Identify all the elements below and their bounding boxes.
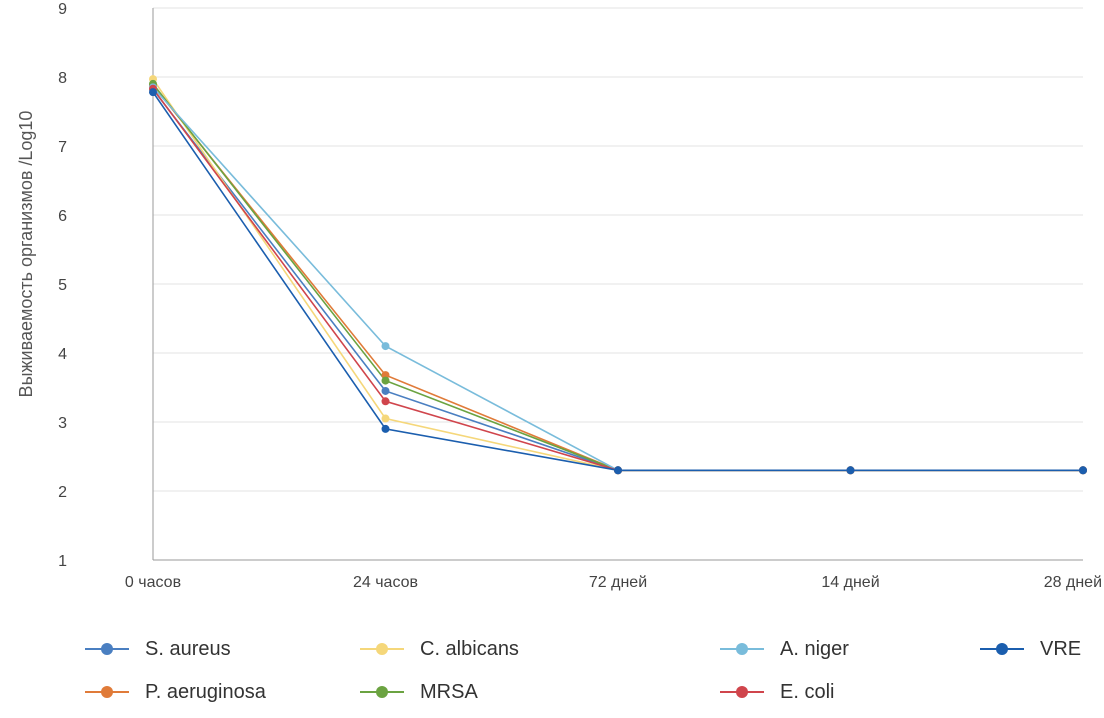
- y-tick-label: 3: [58, 415, 67, 432]
- legend-item-s-aureus[interactable]: S. aureus: [85, 636, 231, 662]
- legend-item-e-coli[interactable]: E. coli: [720, 679, 834, 705]
- legend-label: MRSA: [420, 680, 478, 703]
- y-tick-label: 5: [58, 277, 67, 294]
- x-tick-label: 24 часов: [353, 574, 418, 591]
- series-points: [149, 75, 1087, 475]
- point-a-niger: [381, 342, 390, 351]
- legend-marker: [101, 643, 113, 655]
- legend-swatch: [360, 636, 404, 662]
- point-e-coli: [381, 397, 390, 406]
- grid-lines: [153, 7, 1083, 492]
- x-tick-label: 72 дней: [589, 574, 647, 591]
- legend-swatch: [85, 636, 129, 662]
- legend-item-p-aeruginosa[interactable]: P. aeruginosa: [85, 679, 266, 705]
- point-p-aeruginosa: [381, 371, 390, 380]
- legend-marker: [376, 643, 388, 655]
- legend-label: E. coli: [780, 680, 835, 703]
- legend-swatch: [360, 679, 404, 705]
- legend-swatch: [720, 679, 764, 705]
- axes: [152, 8, 1083, 561]
- legend-marker: [736, 686, 748, 698]
- y-tick-label: 7: [58, 139, 67, 156]
- point-c-albicans: [381, 414, 390, 423]
- y-tick-label: 6: [58, 208, 67, 225]
- legend-marker: [376, 686, 388, 698]
- legend-marker: [101, 686, 113, 698]
- point-vre: [1079, 466, 1087, 475]
- legend-item-c-albicans[interactable]: C. albicans: [360, 636, 519, 662]
- x-tick-label: 14 дней: [821, 574, 879, 591]
- legend-label: VRE: [1040, 637, 1082, 660]
- point-mrsa: [381, 376, 390, 385]
- legend-marker: [996, 643, 1008, 655]
- legend-item-a-niger[interactable]: A. niger: [720, 636, 849, 662]
- legend-label: C. albicans: [420, 637, 519, 660]
- series-line-s-aureus: [152, 88, 1083, 472]
- point-vre: [614, 466, 622, 475]
- x-tick-labels: 0 часов 24 часов 72 дней 14 дней 28 дней: [125, 574, 1102, 591]
- y-tick-label: 9: [58, 1, 67, 18]
- series-line-a-niger: [152, 86, 1083, 472]
- y-tick-label: 1: [58, 553, 67, 570]
- point-vre: [846, 466, 855, 475]
- point-vre: [149, 88, 157, 97]
- legend-swatch: [720, 636, 764, 662]
- legend-swatch: [85, 679, 129, 705]
- point-vre: [381, 424, 390, 433]
- legend-label: P. aeruginosa: [145, 680, 266, 703]
- x-tick-label: 0 часов: [125, 574, 181, 591]
- legend-swatch: [980, 636, 1024, 662]
- legend-label: A. niger: [780, 637, 849, 660]
- series-line-vre: [152, 91, 1083, 472]
- series-line-p-aeruginosa: [152, 84, 1083, 472]
- series-lines: [152, 78, 1083, 472]
- y-tick-label: 2: [58, 484, 67, 501]
- y-tick-label: 8: [58, 70, 67, 87]
- legend-item-vre[interactable]: VRE: [980, 636, 1081, 662]
- legend-marker: [736, 643, 748, 655]
- legend-item-mrsa[interactable]: MRSA: [360, 679, 478, 705]
- legend-label: S. aureus: [145, 637, 231, 660]
- y-axis-label: Выживаемость организмов /Log10: [16, 111, 36, 398]
- point-s-aureus: [381, 386, 390, 395]
- x-tick-label: 28 дней: [1044, 574, 1102, 591]
- series-line-c-albicans: [152, 78, 1083, 472]
- y-tick-label: 4: [58, 346, 67, 363]
- y-tick-labels: 1 2 3 4 5 6 7 8 9: [58, 1, 67, 570]
